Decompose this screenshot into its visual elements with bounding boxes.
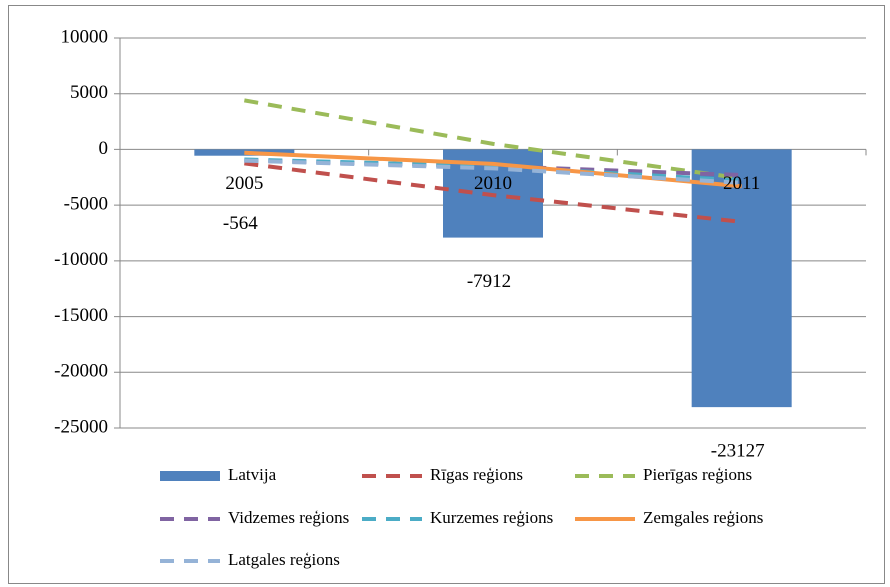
- y-tick-label: -20000: [54, 361, 108, 382]
- line-series: [243, 98, 742, 181]
- legend-label: Kurzemes reģions: [430, 508, 553, 527]
- legend-label: Vidzemes reģions: [228, 508, 349, 527]
- legend-label: Latvija: [228, 465, 277, 484]
- legend-label: Rīgas reģions: [430, 465, 523, 484]
- bar: [194, 149, 295, 156]
- y-tick-label: -5000: [64, 194, 108, 215]
- y-tick-label: -15000: [54, 305, 108, 326]
- y-tick-label: 5000: [70, 82, 108, 103]
- x-tick-label: 2010: [474, 173, 512, 194]
- data-label: -7912: [467, 271, 511, 292]
- data-label: -564: [223, 213, 258, 234]
- x-tick-label: 2005: [225, 173, 263, 194]
- line-series: [244, 161, 742, 224]
- x-tick-label: 2011: [723, 173, 760, 194]
- legend-label: Pierīgas reģions: [643, 465, 752, 484]
- data-label: -23127: [711, 440, 765, 461]
- y-tick-label: -10000: [54, 249, 108, 270]
- legend-swatch: [160, 471, 220, 481]
- legend-label: Zemgales reģions: [643, 508, 763, 527]
- legend-label: Latgales reģions: [228, 550, 340, 569]
- line-series: [244, 158, 742, 185]
- y-tick-label: -25000: [54, 416, 108, 437]
- bar: [691, 149, 792, 408]
- y-tick-label: 10000: [61, 26, 109, 47]
- y-tick-label: 0: [99, 138, 109, 159]
